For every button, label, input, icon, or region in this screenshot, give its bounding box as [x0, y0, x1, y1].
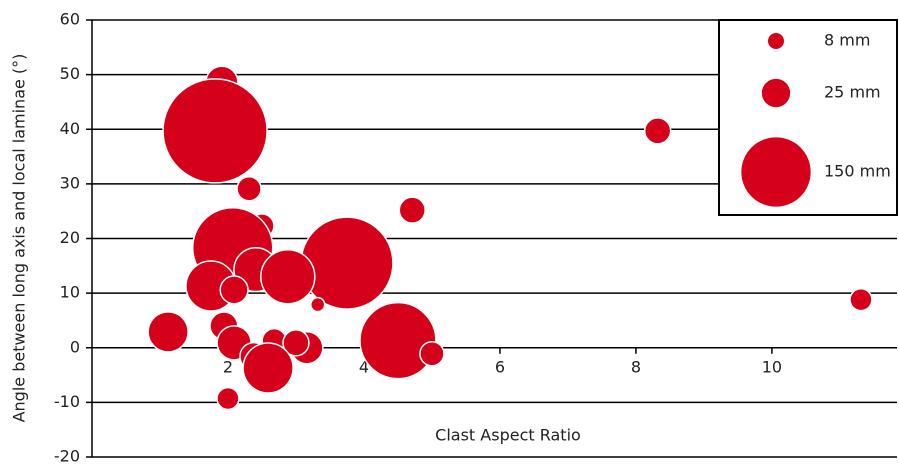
bubble	[398, 196, 426, 224]
bubble	[162, 78, 268, 184]
legend-label: 150 mm	[824, 162, 891, 181]
y-tick-label: 50	[60, 64, 80, 83]
bubble	[359, 301, 437, 380]
y-axis-label: Angle between long axis and local lamina…	[10, 54, 29, 423]
y-tick-label: 40	[60, 119, 80, 138]
bubble	[242, 342, 294, 394]
bubble	[849, 287, 873, 312]
bubble	[643, 117, 672, 145]
x-tick-label: 6	[495, 357, 505, 376]
x-tick-label: 8	[631, 357, 641, 376]
legend-bubble	[741, 137, 811, 207]
bubble	[310, 296, 326, 313]
bubble	[219, 275, 249, 305]
y-tick-label: -10	[54, 392, 80, 411]
bubble	[419, 341, 445, 367]
x-tick-label: 4	[359, 357, 369, 376]
y-tick-label: 20	[60, 228, 80, 247]
bubble	[282, 329, 310, 357]
y-tick-label: 60	[60, 10, 80, 29]
y-tick-label: 0	[70, 337, 80, 356]
legend-bubble	[767, 32, 785, 50]
bubble	[216, 386, 240, 411]
x-axis-label: Clast Aspect Ratio	[435, 426, 581, 445]
y-tick-label: 30	[60, 173, 80, 192]
y-tick-label: 10	[60, 283, 80, 302]
y-tick-label: -20	[54, 447, 80, 465]
x-tick-label: 10	[762, 357, 782, 376]
bubble	[300, 216, 394, 310]
legend-label: 8 mm	[824, 31, 870, 50]
bubble	[260, 248, 316, 305]
legend-label: 25 mm	[824, 83, 881, 102]
legend-bubble	[761, 78, 791, 108]
bubble	[236, 176, 262, 202]
bubble	[147, 311, 189, 353]
x-tick-label: 2	[223, 357, 233, 376]
